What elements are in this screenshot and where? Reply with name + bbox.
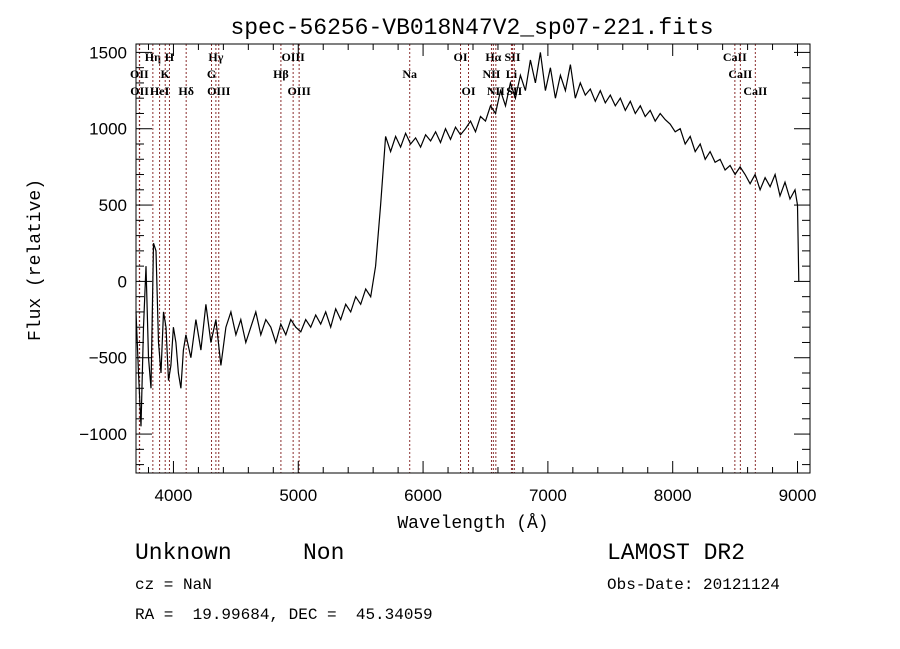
x-axis-label: Wavelength (Å) (397, 513, 548, 534)
line-marker-label: NII (482, 67, 500, 81)
line-marker-label: CaII (723, 50, 747, 64)
line-marker-label: OII (130, 84, 149, 98)
spectrum-series (135, 52, 800, 427)
line-marker-label: Na (402, 67, 417, 81)
x-tick-label: 7000 (529, 486, 567, 505)
line-marker-label: Li (506, 67, 518, 81)
y-tick-label: −500 (89, 349, 127, 368)
x-tick-label: 9000 (779, 486, 817, 505)
x-tick-label: 5000 (279, 486, 317, 505)
x-tick-label: 6000 (404, 486, 442, 505)
y-tick-label: 1500 (89, 43, 127, 62)
axis-ticks: 4000 5000 6000 7000 8000 9000 −1000 −500 0 500 100… (79, 43, 816, 505)
line-marker-label: OIII (287, 84, 311, 98)
line-marker-label: Hα (485, 50, 501, 64)
line-marker-label: G (207, 67, 216, 81)
line-marker-label: K (161, 67, 171, 81)
line-marker-label: CaII (743, 84, 767, 98)
object-class: Unknown (135, 540, 232, 566)
line-marker-label: Hβ (273, 67, 289, 81)
line-marker-label: NII (487, 84, 505, 98)
redshift-text: cz = NaN (135, 576, 212, 594)
survey-name: LAMOST DR2 (607, 540, 745, 566)
coordinates-text: RA = 19.99684, DEC = 45.34059 (135, 606, 433, 624)
line-marker-label: SII (505, 50, 521, 64)
line-marker-label: CaII (728, 67, 752, 81)
obs-date-text: Obs-Date: 20121124 (607, 576, 780, 594)
line-marker-label: OIII (281, 50, 305, 64)
y-tick-label: −1000 (79, 425, 127, 444)
line-marker-label: HeI (150, 84, 170, 98)
line-marker-label: Hγ (208, 50, 223, 64)
chart-title: spec-56256-VB018N47V2_sp07-221.fits (230, 15, 713, 41)
line-marker-label: OI (454, 50, 468, 64)
object-subclass: Non (303, 540, 344, 566)
line-marker-label: Hη (145, 50, 161, 64)
y-tick-label: 1000 (89, 120, 127, 139)
line-marker-label: SII (506, 84, 522, 98)
y-tick-label: 500 (99, 196, 127, 215)
line-marker-label: OI (461, 84, 475, 98)
plot-frame (135, 43, 811, 474)
spectrum-line (135, 52, 800, 427)
line-marker-label: Hδ (178, 84, 194, 98)
line-marker-label: OIII (207, 84, 231, 98)
x-tick-label: 4000 (155, 486, 193, 505)
y-axis-label: Flux (relative) (26, 179, 46, 341)
line-marker-label: H (165, 50, 175, 64)
y-tick-label: 0 (118, 272, 127, 291)
x-tick-label: 8000 (654, 486, 692, 505)
